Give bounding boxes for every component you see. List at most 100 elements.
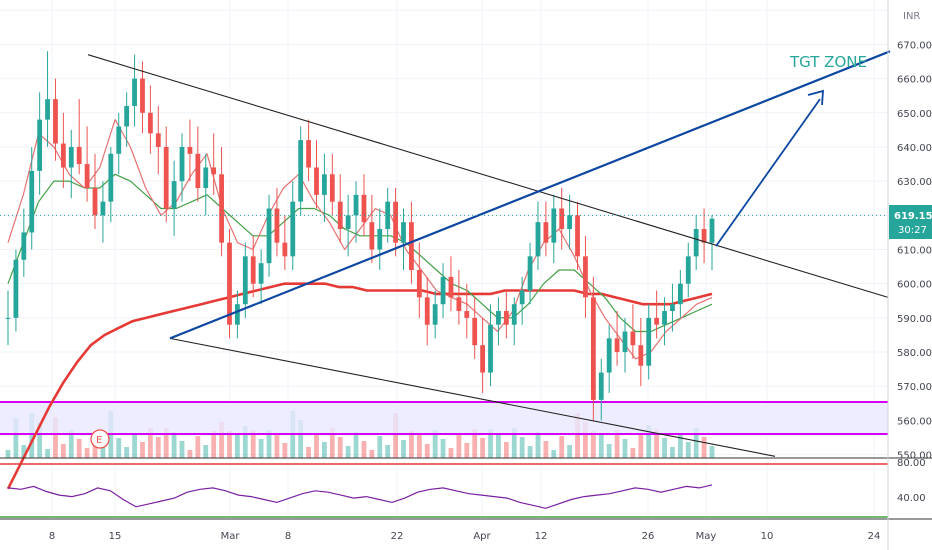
volume-bar: [606, 444, 612, 458]
candle-body: [614, 338, 620, 353]
time-tick-label: 10: [761, 531, 774, 542]
candle-body: [409, 222, 414, 271]
volume-bar: [646, 425, 652, 458]
volume-bar: [551, 450, 557, 458]
bar-countdown: 30:27: [898, 225, 927, 236]
candle-body: [68, 146, 74, 168]
candle-body: [590, 297, 596, 400]
candle-body: [274, 208, 280, 243]
time-axis: 8 15 Mar 8 22 Apr 12 26 May 10 24: [49, 531, 881, 542]
candle-body: [211, 167, 217, 175]
volume-bar: [37, 422, 43, 458]
rising-trendline: [169, 50, 891, 340]
volume-bar: [535, 432, 541, 458]
volume-bar: [21, 445, 27, 458]
volume-bar: [416, 435, 422, 458]
candle-body: [416, 270, 422, 298]
volume-bar: [5, 450, 11, 458]
volume-bar: [677, 433, 683, 458]
candle-body: [219, 174, 224, 243]
price-tick-label: 560.00: [897, 416, 932, 427]
candle-body: [575, 215, 580, 257]
volume-bar: [464, 443, 470, 458]
volume-bar: [353, 432, 359, 458]
candle-body: [677, 283, 683, 305]
candle-body: [171, 181, 177, 209]
volume-bar: [590, 431, 596, 458]
event-marker-label: E: [96, 435, 102, 446]
candle-body: [709, 218, 715, 243]
currency-label: INR: [903, 11, 920, 22]
candle-body: [92, 187, 98, 216]
volume-bar: [155, 437, 161, 458]
volume-bar: [670, 447, 675, 458]
projection-arrow-shaft: [715, 98, 821, 247]
volume-bar: [84, 448, 90, 458]
volume-bar: [337, 437, 343, 458]
support-zone-fill: [0, 402, 888, 434]
volume-bar: [13, 418, 19, 458]
volume-bar: [306, 447, 311, 458]
candle-body: [147, 112, 153, 134]
price-tick-label: 640.00: [897, 143, 932, 154]
price-tick-label: 590.00: [897, 314, 932, 325]
volume-bar: [496, 433, 501, 458]
candle-body: [163, 146, 169, 209]
candle-body: [424, 297, 430, 325]
price-tick-label: 580.00: [897, 348, 932, 359]
volume-bar: [654, 429, 660, 458]
volume-bar: [211, 431, 217, 458]
candle-body: [195, 153, 201, 188]
volume-bar: [701, 437, 707, 458]
price-tick-label: 660.00: [897, 75, 932, 86]
volume-bar: [456, 434, 462, 458]
volume-bar: [322, 442, 327, 458]
volume-bar: [242, 426, 248, 458]
candle-body: [322, 174, 327, 195]
candle-body: [298, 140, 304, 202]
volume-bar: [693, 428, 699, 458]
volume-bar: [622, 439, 628, 458]
candle-body: [132, 78, 137, 106]
time-tick-label: 12: [535, 531, 548, 542]
volume-bar: [448, 448, 454, 458]
volume-bar: [685, 442, 691, 458]
volume-bar: [116, 438, 122, 458]
volume-bar: [60, 444, 66, 458]
candle-body: [511, 304, 517, 325]
volume-bar: [124, 447, 130, 458]
volume-bar: [234, 435, 240, 458]
event-marker[interactable]: E: [90, 429, 110, 449]
volume-bar: [575, 413, 580, 458]
candle-body: [646, 317, 652, 366]
volume-bar: [53, 417, 58, 458]
candle-body: [440, 276, 446, 305]
ma-long-line: [6, 282, 713, 490]
volume-bar: [76, 439, 82, 458]
candle-body: [282, 242, 288, 257]
candle-body: [84, 164, 90, 188]
ma-slow-line: [7, 173, 713, 333]
candle-body: [598, 372, 604, 400]
volume-bar: [583, 422, 588, 458]
candle-body: [480, 345, 486, 373]
candle-body: [108, 153, 114, 202]
time-tick-label: 15: [109, 531, 122, 542]
volume-bar: [409, 431, 414, 458]
volume-bar: [298, 420, 304, 458]
volume-bar: [45, 449, 50, 458]
upper-trendline: [87, 54, 889, 298]
candle-body: [45, 99, 50, 120]
candle-body: [662, 311, 667, 325]
candle-body: [701, 229, 707, 243]
candle-body: [242, 256, 248, 305]
rsi-pane: [0, 457, 932, 520]
price-tick-label: 550.00: [897, 451, 932, 462]
time-tick-label: 22: [391, 531, 404, 542]
candle-body: [543, 222, 549, 243]
candle-body: [685, 256, 691, 284]
volume-bar: [393, 413, 398, 458]
rsi-tick-label: 80.00: [897, 458, 926, 469]
